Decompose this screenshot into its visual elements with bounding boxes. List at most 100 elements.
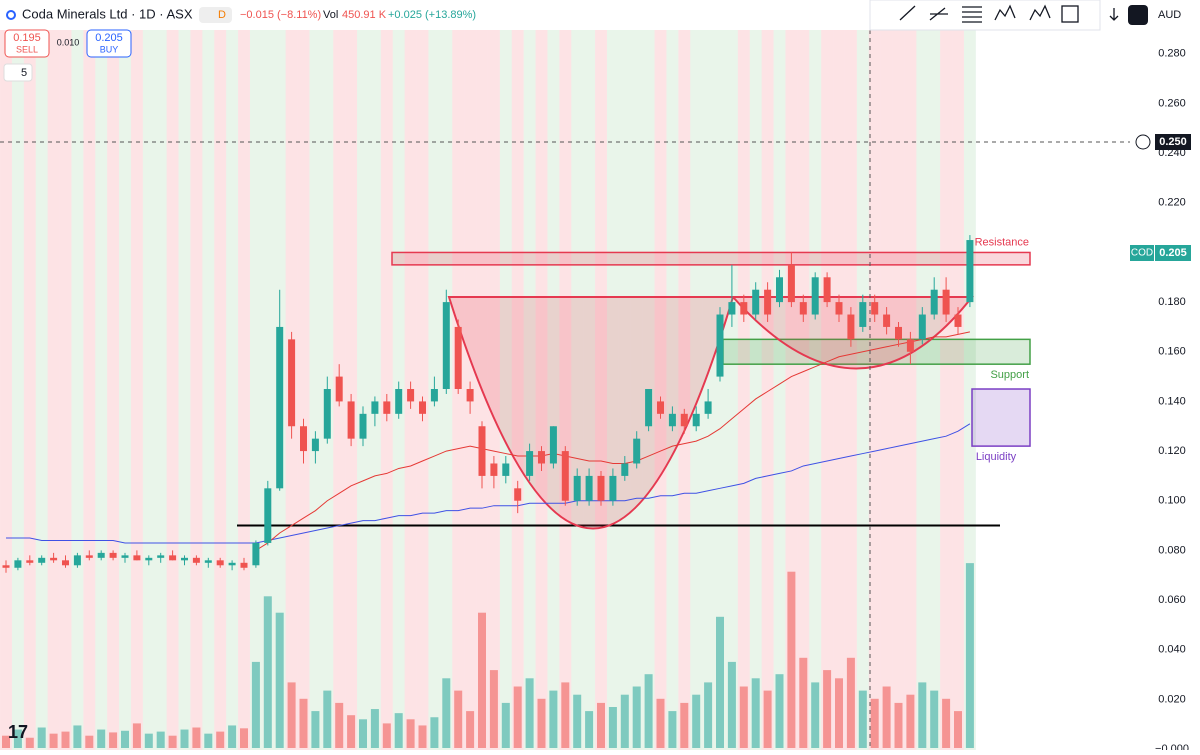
volume-bar [25,737,34,748]
candle-body [966,240,974,303]
bg-stripe [833,30,845,750]
candle-body [549,426,557,464]
vol: 450.91 K [342,9,387,21]
volume-bar [228,725,237,748]
bg-stripe [963,30,976,750]
volume-bar [597,702,605,748]
symbol[interactable]: Coda Minerals Ltd · 1D · ASX [22,6,193,21]
candle-body [895,326,902,340]
ma-fast [255,331,971,551]
buy-button[interactable] [86,29,132,58]
volume-bar [37,727,46,748]
bg-stripe [11,30,24,750]
bg-stripe [559,30,572,750]
candle-body [216,560,224,566]
sell-label: SELL [16,44,38,54]
volume-bar [275,612,284,748]
candle-body [787,264,795,303]
candle-body [716,314,724,377]
volume-bar [97,729,106,748]
candle-body [430,389,438,402]
bg-stripe [809,30,822,750]
volume-bar [121,730,129,748]
bg-stripe [821,30,834,750]
candle-body [704,401,712,414]
bg-stripe [940,30,953,750]
y-tick-label: 0.180 [1158,296,1186,308]
candle-body [776,277,783,303]
candle-body [419,401,426,414]
volume-bar [251,661,260,748]
currency[interactable]: AUD [1158,9,1181,21]
candle-body [454,326,462,390]
volume-bar [775,674,784,748]
volume-bar [418,725,427,748]
volume-bar [906,694,915,748]
tv-logo: 17 [8,722,28,742]
bg-stripe [737,30,750,750]
volume-bar [240,728,248,748]
bg-stripe [59,30,72,750]
y-tick-label: 0.220 [1158,197,1186,209]
crosshair-tag [1155,134,1191,150]
bg-stripe [856,30,869,750]
candle-body [883,314,891,327]
volume-bar [942,698,951,748]
candle-body [942,289,950,315]
volume-bar [13,729,22,748]
crosshair-plus[interactable] [1135,134,1151,150]
candle-body [728,302,736,315]
indicators-toggle[interactable] [3,63,33,82]
bg-stripe [119,30,131,750]
bg-stripe [499,30,512,750]
candle-body [62,560,69,566]
candle-body [50,557,58,561]
y-tick-label: 0.160 [1158,346,1186,358]
candle-body [538,451,545,464]
bg-stripe [23,30,36,750]
candle-body [621,463,629,476]
volume-bar [656,698,665,748]
bg-stripe [547,30,560,750]
candle-body [133,555,141,561]
volume-bar [370,709,379,748]
toolbar-icons[interactable] [899,4,1119,23]
y-tick-label: 0.020 [1158,693,1186,705]
volume-bar [585,711,594,748]
bg-stripe [297,30,310,750]
volume-bar [406,719,415,748]
candle-body [97,552,105,558]
volume-bar [287,682,296,748]
candle-body [811,277,819,315]
y-tick-label: 0.120 [1158,445,1186,457]
bg-stripe [309,30,322,750]
bg-stripe [916,30,929,750]
volume-bar [561,682,570,748]
volume-bar [620,694,629,748]
volume-bar [513,686,522,748]
bg-stripe [880,30,893,750]
candle-body [311,438,319,452]
bg-stripe [690,30,703,750]
bg-stripe [83,30,96,750]
sell-button[interactable] [4,29,50,58]
candle-body [121,555,129,558]
bg-stripe [214,30,227,750]
candle-body [204,560,212,563]
candle-body [371,401,379,414]
candle-body [823,277,831,303]
bg-stripe [154,30,167,750]
candle-body [228,562,236,566]
bg-stripe [714,30,726,750]
bg-stripe [761,30,774,750]
candle-body [502,463,510,476]
candle-body [871,302,879,315]
layout-button[interactable] [1128,5,1148,25]
volume-bar [549,690,558,748]
candle-body [73,555,81,566]
y-tick-label: 0.060 [1158,594,1186,606]
volume-bar [870,698,879,748]
bg-stripe [583,30,596,750]
candle-body [252,542,260,566]
